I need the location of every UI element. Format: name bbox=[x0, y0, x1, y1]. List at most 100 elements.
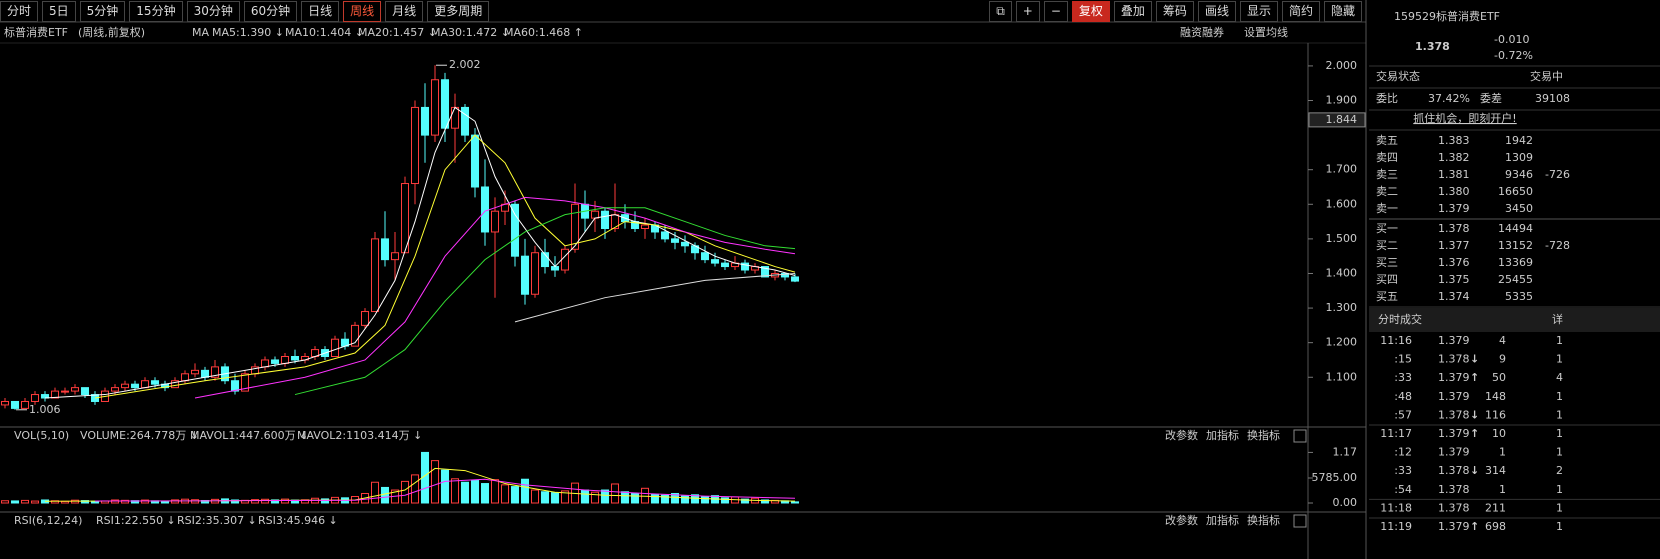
book-price: 1.378 bbox=[1438, 222, 1470, 235]
cursor-badge bbox=[1308, 112, 1366, 128]
icon-button[interactable]: + bbox=[1015, 0, 1040, 22]
trade-time: :48 bbox=[1394, 390, 1412, 403]
trade-time: :33 bbox=[1394, 464, 1412, 477]
y-tick-label: 1.17 bbox=[1333, 445, 1358, 458]
trade-price: 1.379 bbox=[1438, 334, 1470, 347]
volume-bar bbox=[721, 497, 729, 504]
panel-button[interactable]: 换指标 bbox=[1247, 428, 1280, 442]
candle-body bbox=[741, 262, 749, 271]
trade-count: 1 bbox=[1556, 520, 1563, 533]
legend-entry: MA20:1.457 ↓ bbox=[358, 26, 437, 39]
close-box[interactable] bbox=[1293, 514, 1307, 528]
volume-bar bbox=[531, 489, 539, 504]
candle-body bbox=[781, 272, 789, 278]
candle-body bbox=[441, 79, 449, 129]
label: 交易状态 bbox=[1376, 69, 1420, 83]
volume-bar bbox=[561, 490, 569, 504]
trade-dir: ↓ bbox=[1470, 408, 1479, 421]
volume-bar bbox=[661, 494, 669, 504]
candle-body bbox=[291, 356, 299, 361]
candle-body bbox=[451, 106, 459, 129]
toolbar-button[interactable]: 分时 bbox=[0, 0, 39, 22]
volume-bar bbox=[701, 496, 709, 504]
toolbar-button[interactable]: 60分钟 bbox=[243, 0, 298, 22]
book-label: 买一 bbox=[1376, 222, 1398, 235]
toolbar-button[interactable]: 隐藏 bbox=[1323, 0, 1362, 22]
candle-body bbox=[701, 252, 709, 261]
panel-button[interactable]: 改参数 bbox=[1165, 428, 1198, 442]
book-volume: 9346 bbox=[1505, 168, 1533, 181]
trade-price: 1.379 bbox=[1438, 520, 1470, 533]
book-price: 1.376 bbox=[1438, 256, 1470, 269]
ma-line bbox=[514, 272, 796, 323]
y-tick-label: 0.00 bbox=[1333, 496, 1358, 509]
trade-dir: ↓ bbox=[1470, 353, 1479, 366]
icon-button[interactable]: ⧉ bbox=[989, 0, 1012, 22]
y-tick-label: 5785.00 bbox=[1312, 471, 1358, 484]
ma-line bbox=[294, 207, 796, 396]
toolbar-button[interactable]: 显示 bbox=[1239, 0, 1278, 22]
ma-line bbox=[44, 106, 796, 399]
toolbar-button[interactable]: 5日 bbox=[42, 0, 76, 22]
volume-bar bbox=[121, 499, 129, 504]
toolbar-button[interactable]: 画线 bbox=[1197, 0, 1236, 22]
label: 委差 bbox=[1480, 91, 1502, 105]
panel-button[interactable]: 改参数 bbox=[1165, 513, 1198, 527]
volume-bar bbox=[601, 489, 609, 504]
candle-body bbox=[71, 387, 79, 392]
candle-body bbox=[81, 387, 89, 396]
candle-body bbox=[491, 210, 499, 233]
toolbar-button[interactable]: 简约 bbox=[1281, 0, 1320, 22]
volume-bar bbox=[1, 500, 9, 504]
volume-bar bbox=[461, 481, 469, 504]
link[interactable]: 融资融券 bbox=[1180, 25, 1224, 39]
panel-button[interactable]: 加指标 bbox=[1206, 513, 1239, 527]
candle-body bbox=[51, 390, 59, 399]
rsi-title: RSI(6,12,24) bbox=[14, 514, 82, 527]
ma-line bbox=[94, 134, 796, 399]
toolbar-button[interactable]: 30分钟 bbox=[186, 0, 240, 22]
volume-bar bbox=[621, 491, 629, 504]
ratio: 37.42% bbox=[1428, 92, 1470, 105]
toolbar-button[interactable]: 5分钟 bbox=[79, 0, 126, 22]
toolbar-button[interactable]: 日线 bbox=[301, 0, 340, 22]
book-label: 卖三 bbox=[1376, 168, 1398, 181]
close-box[interactable] bbox=[1293, 429, 1307, 443]
volume-bar bbox=[411, 474, 419, 504]
book-label: 买三 bbox=[1376, 256, 1398, 269]
toolbar-button[interactable]: 筹码 bbox=[1155, 0, 1194, 22]
candle-body bbox=[391, 252, 399, 261]
trades-header-bg bbox=[1369, 308, 1660, 332]
trade-count: 1 bbox=[1556, 408, 1563, 421]
toolbar-button[interactable]: 叠加 bbox=[1113, 0, 1152, 22]
icon-button[interactable]: − bbox=[1043, 0, 1068, 22]
promo-link[interactable]: 抓住机会，即刻开户! bbox=[1413, 111, 1516, 125]
toolbar-button[interactable]: 月线 bbox=[385, 0, 424, 22]
candle-body bbox=[721, 262, 729, 268]
quote-price: 1.378 bbox=[1415, 40, 1450, 53]
trade-volume: 116 bbox=[1485, 408, 1506, 421]
toolbar: 分时 5日 5分钟 15分钟 30分钟 60分钟 日线 周线 月线 更多周期 ⧉ + − 复权 叠加 筹码 画线… bbox=[0, 0, 1366, 22]
toolbar-button[interactable]: 更多周期 bbox=[427, 0, 490, 22]
toolbar-button[interactable]: 周线 bbox=[343, 0, 382, 22]
trade-time: :54 bbox=[1394, 483, 1412, 496]
volume-bar bbox=[381, 486, 389, 504]
book-volume: 1942 bbox=[1505, 134, 1533, 147]
book-volume: 13152 bbox=[1498, 239, 1533, 252]
trades-detail[interactable]: 详 bbox=[1552, 312, 1563, 326]
toolbar-button[interactable]: 复权 bbox=[1071, 0, 1110, 22]
panel-button[interactable]: 加指标 bbox=[1206, 428, 1239, 442]
trade-time: :15 bbox=[1394, 353, 1412, 366]
trade-price: 1.378 bbox=[1438, 408, 1470, 421]
toolbar-button[interactable]: 15分钟 bbox=[129, 0, 183, 22]
book-price: 1.380 bbox=[1438, 185, 1470, 198]
book-label: 卖二 bbox=[1376, 185, 1398, 198]
trade-dir: ↑ bbox=[1470, 371, 1479, 384]
book-volume: 14494 bbox=[1498, 222, 1533, 235]
trade-volume: 10 bbox=[1492, 427, 1506, 440]
volume-bar bbox=[611, 483, 619, 504]
book-delta: -726 bbox=[1545, 168, 1570, 181]
panel-button[interactable]: 换指标 bbox=[1247, 513, 1280, 527]
volume-bar bbox=[491, 479, 499, 504]
link[interactable]: 设置均线 bbox=[1244, 25, 1288, 39]
